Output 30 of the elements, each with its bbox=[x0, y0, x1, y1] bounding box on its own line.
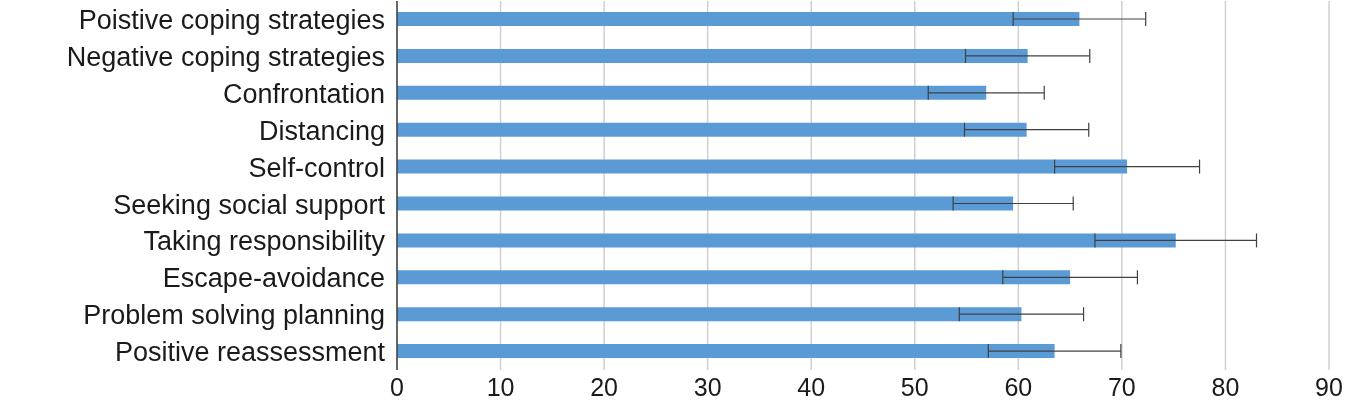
y-tick-label: Escape-avoidance bbox=[162, 263, 385, 294]
x-tick-label: 20 bbox=[590, 372, 619, 401]
y-tick-label: Confrontation bbox=[222, 78, 385, 109]
y-tick-label: Distancing bbox=[258, 115, 385, 146]
bar bbox=[397, 48, 1028, 63]
x-tick-label: 80 bbox=[1211, 372, 1240, 401]
x-tick-label: 90 bbox=[1315, 372, 1343, 401]
bar bbox=[397, 122, 1027, 137]
x-tick-label: 60 bbox=[1004, 372, 1033, 401]
y-tick-label: Self-control bbox=[248, 152, 385, 183]
x-tick-label: 10 bbox=[486, 372, 515, 401]
bar bbox=[397, 233, 1176, 248]
x-tick-label: 50 bbox=[900, 372, 929, 401]
y-tick-label: Negative coping strategies bbox=[66, 41, 385, 72]
bar bbox=[397, 307, 1022, 322]
y-tick-label: Poistive coping strategies bbox=[78, 5, 385, 36]
bar bbox=[397, 196, 1014, 211]
bar bbox=[397, 344, 1055, 359]
bar bbox=[397, 159, 1128, 174]
y-tick-label: Positive reassessment bbox=[114, 337, 386, 368]
bar bbox=[397, 270, 1071, 285]
x-tick-label: 30 bbox=[693, 372, 722, 401]
x-tick-label: 0 bbox=[390, 372, 404, 401]
y-tick-label: Taking responsibility bbox=[143, 226, 386, 257]
y-tick-label: Problem solving planning bbox=[83, 300, 385, 331]
y-tick-label: Seeking social support bbox=[113, 189, 386, 220]
x-tick-label: 40 bbox=[797, 372, 826, 401]
bar bbox=[397, 85, 987, 100]
x-tick-label: 70 bbox=[1107, 372, 1136, 401]
bar bbox=[397, 12, 1080, 26]
